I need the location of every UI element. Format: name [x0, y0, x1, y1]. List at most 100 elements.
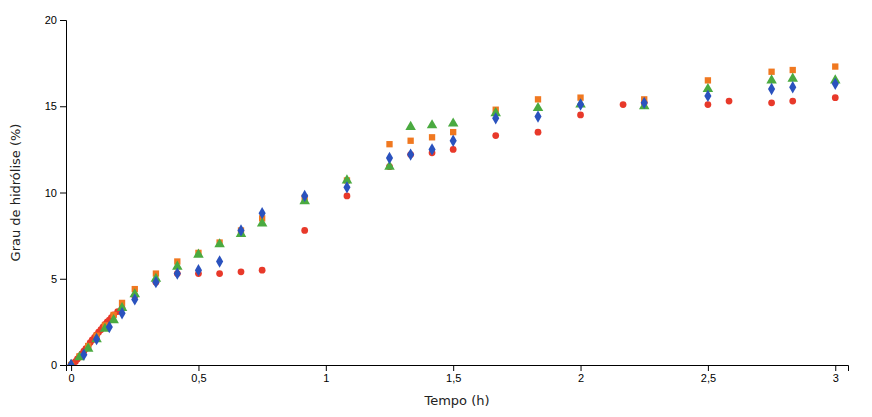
x-tick-label: 0: [69, 372, 75, 384]
x-tick: 1,5: [446, 365, 461, 384]
point: [216, 255, 223, 267]
point: [429, 134, 435, 140]
point: [768, 83, 775, 95]
y-tick-mark: [60, 365, 66, 366]
point: [577, 111, 584, 118]
y-tick: 20: [45, 14, 66, 26]
x-tick-mark: [581, 365, 582, 371]
y-tick-label: 20: [45, 14, 57, 26]
point: [259, 267, 266, 274]
y-tick: 5: [51, 273, 66, 285]
x-tick-label: 2: [578, 372, 584, 384]
point: [492, 112, 499, 124]
point: [386, 152, 393, 164]
y-tick-label: 10: [45, 187, 57, 199]
point: [705, 77, 711, 83]
y-axis-title: Grau de hidrólise (%): [8, 124, 23, 262]
point: [450, 135, 457, 147]
x-tick: 2,5: [701, 365, 716, 384]
point: [195, 264, 202, 276]
x-tick: 2: [578, 365, 584, 384]
point: [301, 190, 308, 202]
y-tick-mark: [60, 20, 66, 21]
point: [407, 148, 414, 160]
point: [641, 97, 648, 109]
point: [492, 132, 499, 139]
x-axis-title: Tempo (h): [423, 393, 489, 408]
point: [450, 129, 456, 135]
x-tick: 3: [833, 365, 839, 384]
point: [237, 224, 244, 236]
point: [93, 333, 100, 345]
point: [193, 249, 204, 258]
point: [108, 314, 119, 323]
point: [766, 74, 777, 83]
points: [66, 63, 841, 365]
point: [535, 129, 542, 136]
y-tick: 15: [45, 100, 66, 112]
point: [533, 102, 544, 111]
y-tick-mark: [60, 279, 66, 280]
point: [448, 117, 459, 126]
x-tick-label: 3: [833, 372, 839, 384]
x-tick-mark: [326, 365, 327, 371]
point: [577, 98, 584, 110]
x-tick: 0,5: [191, 365, 206, 384]
y-tick-label: 0: [51, 359, 57, 371]
point: [118, 307, 125, 319]
point: [832, 94, 839, 101]
point: [787, 73, 798, 82]
point: [301, 227, 308, 234]
point: [386, 141, 392, 147]
x-tick: 1: [323, 365, 329, 384]
y-tick: 0: [51, 359, 66, 371]
point: [216, 270, 223, 277]
point: [768, 99, 775, 106]
point: [407, 138, 413, 144]
point: [726, 98, 733, 105]
point: [405, 121, 416, 130]
x-tick-mark: [835, 365, 836, 371]
x-tick-mark: [198, 365, 199, 371]
x-tick-mark: [71, 365, 72, 371]
y-axis: 0 5 10 15 20: [45, 14, 67, 371]
y-tick-label: 15: [45, 100, 57, 112]
point: [620, 101, 627, 108]
point: [259, 207, 266, 219]
point: [80, 348, 87, 360]
x-axis-line: [67, 366, 849, 372]
series: [68, 78, 839, 365]
x-tick-label: 0,5: [191, 372, 206, 384]
point: [428, 143, 435, 155]
series: [68, 63, 838, 365]
plot: 0 0,5 1 1,5 2 2,5 3 0 5 10 15 20 Tempo (h) Grau de hi…: [8, 14, 849, 408]
series: [66, 73, 841, 365]
series: [68, 94, 839, 365]
point: [704, 90, 711, 102]
point: [106, 321, 113, 333]
x-tick: 0: [69, 365, 75, 384]
point: [214, 238, 225, 247]
x-tick-mark: [453, 365, 454, 371]
x-tick-label: 1,5: [446, 372, 461, 384]
point: [174, 267, 181, 279]
chart: 0 0,5 1 1,5 2 2,5 3 0 5 10 15 20 Tempo (h) Grau de hi…: [0, 0, 872, 417]
x-tick-label: 1: [323, 372, 329, 384]
point: [768, 69, 774, 75]
x-tick-mark: [708, 365, 709, 371]
point: [705, 101, 712, 108]
point: [427, 119, 438, 128]
point: [131, 293, 138, 305]
point: [535, 96, 541, 102]
y-tick-mark: [60, 106, 66, 107]
y-tick-mark: [60, 193, 66, 194]
point: [344, 193, 351, 200]
point: [534, 110, 541, 122]
y-tick: 10: [45, 187, 66, 199]
point: [238, 268, 245, 275]
x-tick-label: 2,5: [701, 372, 716, 384]
y-tick-label: 5: [51, 273, 57, 285]
y-axis-line: [60, 21, 67, 366]
x-axis: 0 0,5 1 1,5 2 2,5 3: [67, 365, 849, 384]
point: [789, 98, 796, 105]
